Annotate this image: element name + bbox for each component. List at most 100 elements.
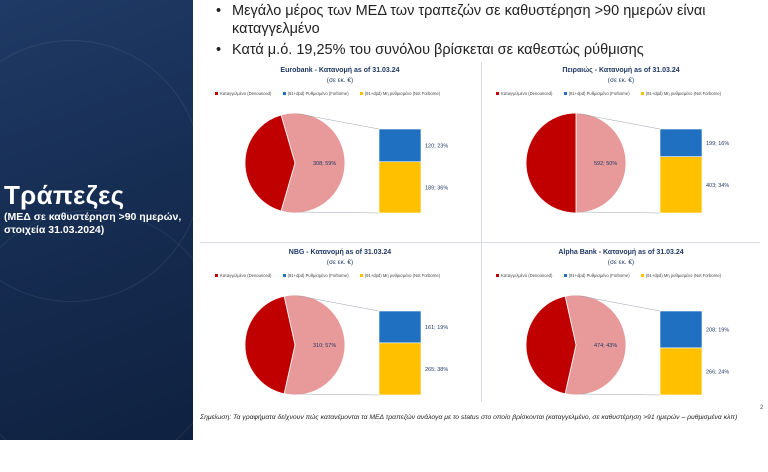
- pie-slice-denounced: [525, 112, 577, 214]
- bar-label-not-forborne: 266; 24%: [706, 369, 729, 375]
- pie-label: 310; 57%: [313, 343, 336, 349]
- bullet-list: • Μεγάλο μέρος των ΜΕΔ των τραπεζών σε κ…: [210, 2, 750, 59]
- sidebar-title: Τράπεζες: [4, 180, 125, 210]
- connector-line: [579, 295, 661, 312]
- bar-segment-forborne: [378, 128, 422, 163]
- connector-line: [579, 393, 661, 396]
- bar-segment-forborne: [378, 310, 422, 344]
- chart-panel-alpha-bank: 208; 19% 266; 24% 474; 43% Alpha Bank - Κα…: [484, 245, 758, 423]
- bullet-text: Κατά μ.ό. 19,25% του συνόλου βρίσκεται σ…: [232, 42, 644, 58]
- bar-segment-not-forborne: [378, 342, 422, 396]
- pie-slice-denounced: [244, 114, 296, 212]
- legend-swatch: [359, 274, 363, 278]
- bar-label-forborne: 161; 19%: [425, 325, 448, 331]
- page-number: 2: [760, 405, 764, 411]
- sidebar-subtitle: (ΜΕΔ σε καθυστέρηση >90 ημερών, στοιχεία…: [4, 211, 182, 236]
- chart-legend: Καταγγελμένο (Denounced) (91+dpd) Ρυθμισ…: [496, 91, 731, 96]
- pie-slice-denounced: [244, 295, 296, 395]
- bullet-item: • Κατά μ.ό. 19,25% του συνόλου βρίσκεται…: [210, 41, 750, 59]
- legend-swatch: [215, 274, 218, 278]
- pie-slice-rest: [564, 294, 627, 396]
- legend-label: (91+dpd) Ρυθμισμένο (Forborne): [568, 273, 630, 278]
- chart-title: Alpha Bank - Κατανομή as of 31.03.24: [558, 249, 684, 256]
- legend-label: Καταγγελμένο (Denounced): [501, 273, 553, 278]
- bar-label-forborne: 208; 19%: [706, 327, 729, 333]
- legend-item-not-forborne: (91+dpd) Μη ρυθμισμένο (Not Forborne): [359, 273, 441, 278]
- legend-swatch: [359, 92, 363, 96]
- sidebar-panel: Τράπεζες (ΜΕΔ σε καθυστέρηση >90 ημερών,…: [0, 0, 222, 472]
- legend-item-forborne: (91+dpd) Ρυθμισμένο (Forborne): [282, 91, 349, 96]
- connector-line: [298, 295, 380, 312]
- legend-swatch: [282, 274, 286, 278]
- legend-item-not-forborne: (91+dpd) Μη ρυθμισμένο (Not Forborne): [359, 91, 441, 96]
- pie-slice-denounced: [525, 295, 577, 395]
- chart-title: Πειραιώς - Κατανομή as of 31.03.24: [562, 67, 680, 74]
- legend-swatch: [215, 92, 218, 96]
- legend-item-forborne: (91+dpd) Ρυθμισμένο (Forborne): [563, 91, 630, 96]
- chart-title: NBG - Κατανομή as of 31.03.24: [288, 249, 392, 256]
- legend-swatch: [496, 274, 499, 278]
- legend-label: (91+dpd) Μη ρυθμισμένο (Not Forborne): [645, 273, 722, 278]
- pie-label: 474; 43%: [594, 343, 617, 349]
- bullet-text: Μεγάλο μέρος των ΜΕΔ των τραπεζών σε καθ…: [232, 3, 706, 37]
- legend-label: (91+dpd) Ρυθμισμένο (Forborne): [287, 273, 349, 278]
- legend-item-denounced: Καταγγελμένο (Denounced): [496, 273, 552, 278]
- bar-segment-not-forborne: [659, 156, 703, 214]
- legend-label: (91+dpd) Μη ρυθμισμένο (Not Forborne): [645, 91, 722, 96]
- legend-label: (91+dpd) Ρυθμισμένο (Forborne): [287, 91, 349, 96]
- chart-unit: (σε εκ. €): [326, 77, 354, 84]
- legend-label: Καταγγελμένο (Denounced): [501, 91, 553, 96]
- legend-item-forborne: (91+dpd) Ρυθμισμένο (Forborne): [282, 273, 349, 278]
- pie-label: 592; 50%: [594, 161, 617, 167]
- pie-slice-rest: [283, 294, 346, 396]
- bar-segment-not-forborne: [378, 161, 422, 214]
- chart-panel-piraeus: 199; 16% 403; 34% 592; 50% Πειραιώς - Κατα…: [484, 63, 758, 241]
- legend-label: Καταγγελμένο (Denounced): [220, 91, 272, 96]
- legend-item-denounced: Καταγγελμένο (Denounced): [215, 91, 271, 96]
- chart-svg: 120; 23% 189; 36% 308; 59%: [244, 112, 448, 214]
- legend-item-forborne: (91+dpd) Ρυθμισμένο (Forborne): [563, 273, 630, 278]
- legend-item-not-forborne: (91+dpd) Μη ρυθμισμένο (Not Forborne): [640, 91, 722, 96]
- bar-label-forborne: 120; 23%: [425, 143, 448, 149]
- chart-title: Eurobank - Κατανομή as of 31.03.24: [280, 67, 400, 74]
- connector-line: [298, 211, 380, 214]
- bar-label-not-forborne: 265; 38%: [425, 367, 448, 373]
- chart-svg: 199; 16% 403; 34% 592; 50%: [525, 112, 729, 214]
- chart-unit: (σε εκ. €): [326, 259, 354, 266]
- chart-panel-nbg: 161; 19% 265; 38% 310; 57% NBG - Κατανομή …: [203, 245, 477, 423]
- chart-panel-eurobank: 120; 23% 189; 36% 308; 59% Eurobank - Κατα…: [203, 63, 477, 241]
- connector-line: [579, 113, 661, 130]
- bar-label-forborne: 199; 16%: [706, 141, 729, 147]
- panel-divider-vertical: [481, 62, 482, 402]
- connector-line: [579, 211, 661, 214]
- bullet-dot-icon: •: [216, 3, 222, 19]
- legend-swatch: [563, 274, 567, 278]
- chart-legend: Καταγγελμένο (Denounced) (91+dpd) Ρυθμισ…: [215, 91, 450, 96]
- bar-label-not-forborne: 403; 34%: [706, 183, 729, 189]
- pie-label: 308; 59%: [313, 161, 336, 167]
- legend-item-denounced: Καταγγελμένο (Denounced): [496, 91, 552, 96]
- bar-segment-forborne: [659, 310, 703, 349]
- legend-item-denounced: Καταγγελμένο (Denounced): [215, 273, 271, 278]
- legend-label: (91+dpd) Μη ρυθμισμένο (Not Forborne): [364, 91, 441, 96]
- chart-svg: 161; 19% 265; 38% 310; 57%: [244, 294, 448, 396]
- footnote: Σημείωση: Τα γραφήματα δείχνουν πώς κατα…: [200, 414, 738, 421]
- chart-unit: (σε εκ. €): [607, 259, 635, 266]
- legend-swatch: [563, 92, 567, 96]
- legend-label: (91+dpd) Μη ρυθμισμένο (Not Forborne): [364, 273, 441, 278]
- chart-legend: Καταγγελμένο (Denounced) (91+dpd) Ρυθμισ…: [496, 273, 731, 278]
- legend-label: Καταγγελμένο (Denounced): [220, 273, 272, 278]
- legend-swatch: [282, 92, 286, 96]
- legend-item-not-forborne: (91+dpd) Μη ρυθμισμένο (Not Forborne): [640, 273, 722, 278]
- legend-label: (91+dpd) Ρυθμισμένο (Forborne): [568, 91, 630, 96]
- legend-swatch: [496, 92, 499, 96]
- bullet-dot-icon: •: [216, 42, 222, 58]
- legend-swatch: [640, 274, 644, 278]
- bar-segment-forborne: [659, 128, 703, 158]
- bullet-item: • Μεγάλο μέρος των ΜΕΔ των τραπεζών σε κ…: [210, 2, 750, 38]
- connector-line: [298, 393, 380, 396]
- chart-unit: (σε εκ. €): [607, 77, 635, 84]
- bar-segment-not-forborne: [659, 347, 703, 396]
- chart-svg: 208; 19% 266; 24% 474; 43%: [525, 294, 729, 396]
- bar-label-not-forborne: 189; 36%: [425, 185, 448, 191]
